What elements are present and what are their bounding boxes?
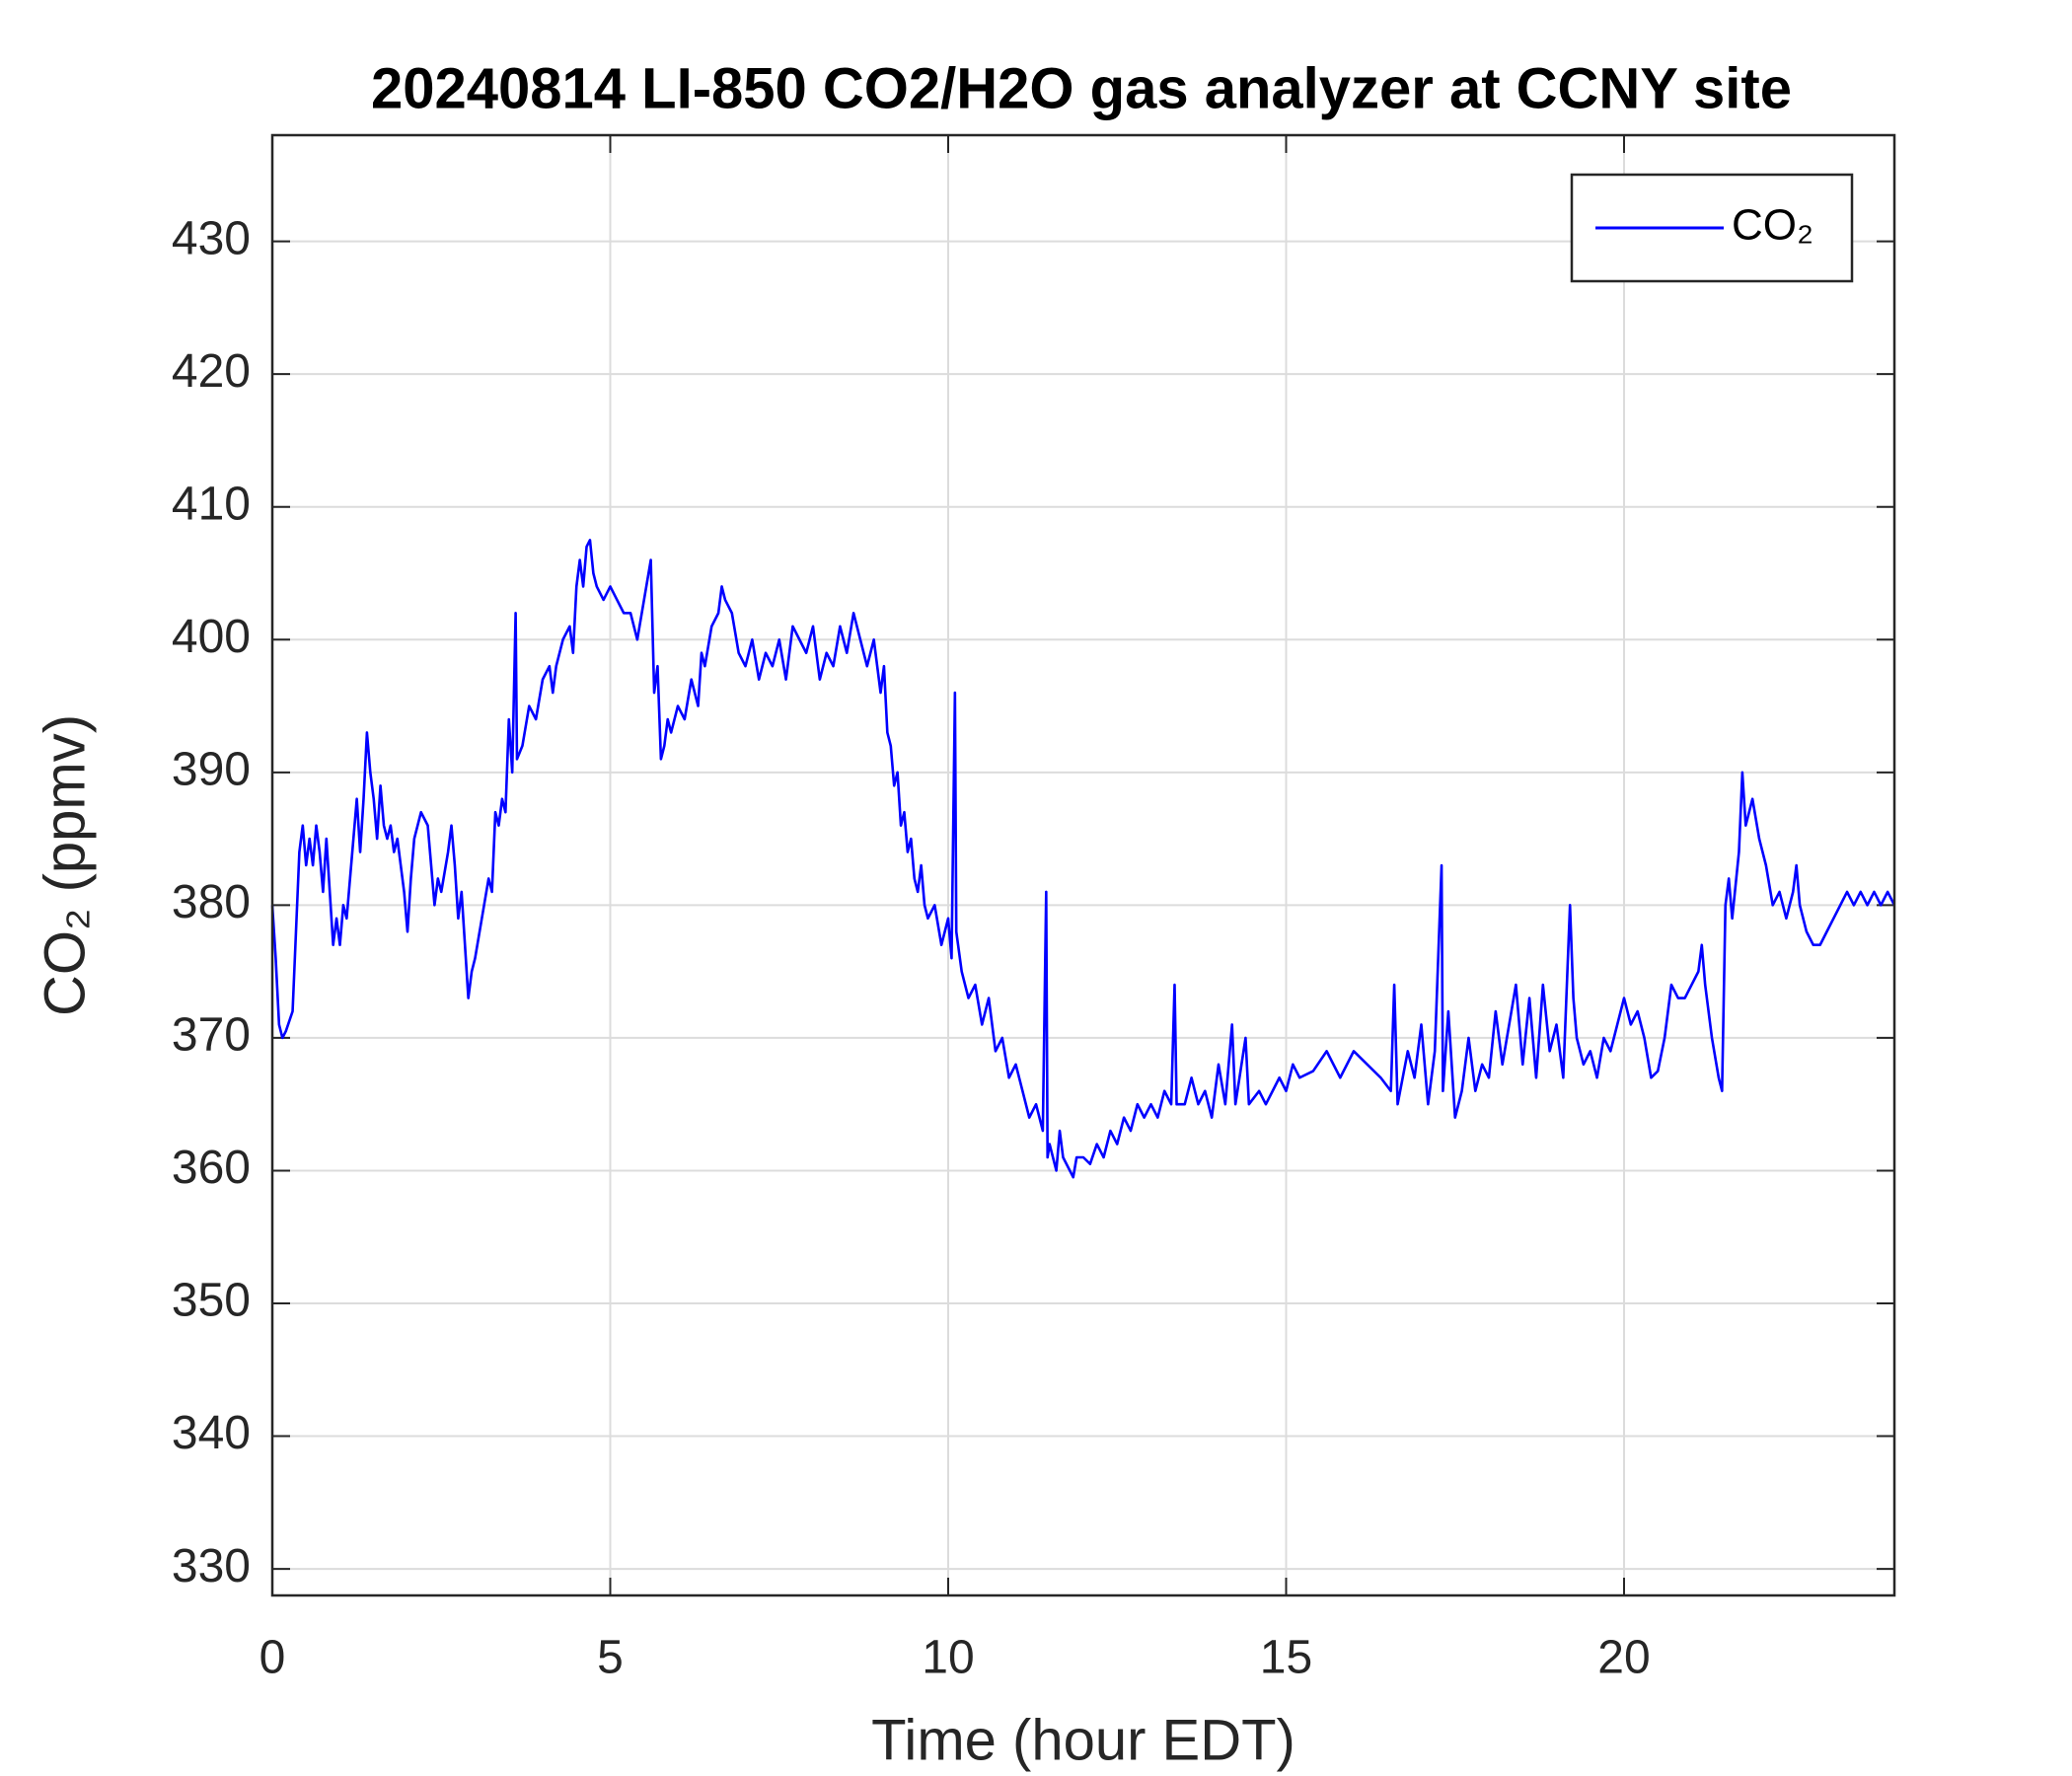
y-tick-label: 400	[172, 611, 251, 663]
y-tick-label: 410	[172, 478, 251, 530]
x-tick-label: 0	[259, 1632, 286, 1684]
chart-title: 20240814 LI-850 CO2/H2O gas analyzer at …	[371, 56, 1792, 120]
y-tick-label: 350	[172, 1275, 251, 1327]
y-tick-label: 370	[172, 1009, 251, 1062]
legend-label: CO₂	[1732, 201, 1813, 250]
x-tick-label: 15	[1260, 1632, 1312, 1684]
y-tick-label: 390	[172, 743, 251, 795]
y-tick-label: 380	[172, 876, 251, 928]
x-tick-label: 20	[1597, 1632, 1650, 1684]
y-tick-label: 360	[172, 1142, 251, 1194]
y-axis-label: CO₂ (ppmv)	[33, 714, 97, 1016]
y-tick-label: 330	[172, 1540, 251, 1592]
axes-box	[270, 133, 1896, 1597]
y-tick-label: 420	[172, 345, 251, 398]
x-tick-label: 10	[922, 1632, 974, 1684]
y-tick-label: 430	[172, 212, 251, 264]
y-tick-label: 340	[172, 1407, 251, 1459]
data-line	[270, 539, 1896, 1179]
x-axis-label: Time (hour EDT)	[871, 1708, 1295, 1772]
plot-area	[272, 135, 1894, 1595]
x-tick-label: 5	[597, 1632, 624, 1684]
